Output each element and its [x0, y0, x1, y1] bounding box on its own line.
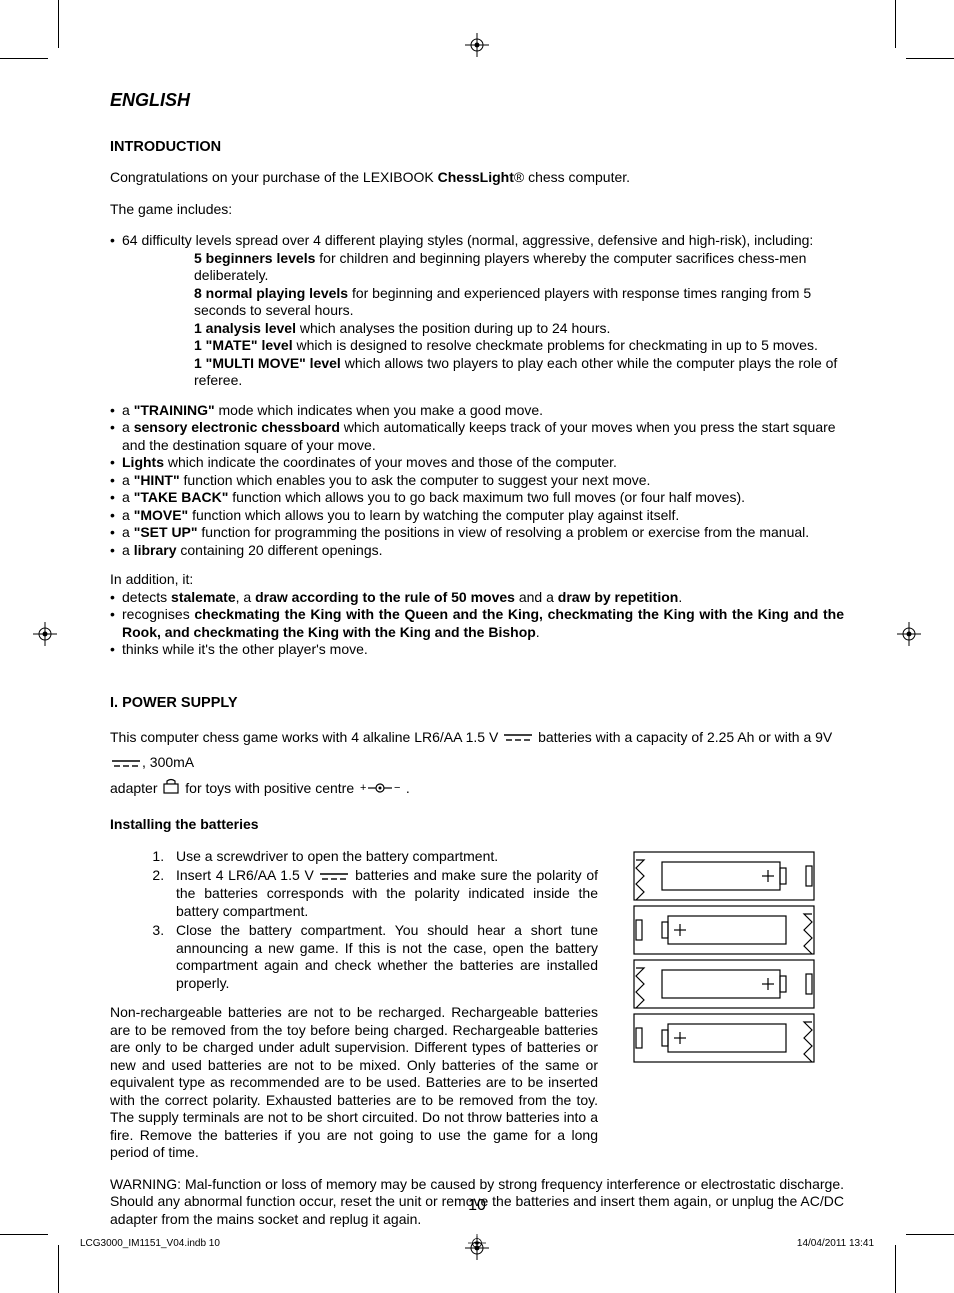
svg-text:−: − [394, 782, 400, 794]
addition-item: recognises checkmating the King with the… [110, 606, 844, 641]
feature-item: a "TAKE BACK" function which allows you … [110, 489, 844, 507]
feature-item: a sensory electronic chessboard which au… [110, 419, 844, 454]
footer-timestamp: 14/04/2011 13:41 [797, 1238, 874, 1249]
introduction-heading: INTRODUCTION [110, 139, 844, 155]
footer-filename: LCG3000_IM1151_V04.indb 10 [80, 1238, 220, 1249]
game-includes-text: The game includes: [110, 201, 844, 219]
in-addition-text: In addition, it: [110, 571, 844, 589]
feature-item: Lights which indicate the coordinates of… [110, 454, 844, 472]
addition-item: thinks while it's the other player's mov… [110, 641, 844, 659]
language-title: ENGLISH [110, 90, 844, 111]
page-number: 10 [0, 1197, 954, 1215]
feature-item: a "TRAINING" mode which indicates when y… [110, 402, 844, 420]
dc-symbol-icon [110, 751, 142, 776]
registration-mark-icon [897, 622, 921, 646]
feature-item: a library containing 20 different openin… [110, 542, 844, 560]
difficulty-levels-item: 64 difficulty levels spread over 4 diffe… [110, 232, 844, 390]
install-step: Close the battery compartment. You shoul… [168, 922, 598, 992]
install-step: Use a screwdriver to open the battery co… [168, 848, 598, 866]
dc-symbol-icon [502, 725, 534, 750]
installing-heading: Installing the batteries [110, 816, 844, 834]
feature-item: a "HINT" function which enables you to a… [110, 472, 844, 490]
registration-mark-icon [465, 33, 489, 57]
power-text: This computer chess game works with 4 al… [110, 725, 844, 803]
power-supply-heading: I. POWER SUPPLY [110, 695, 844, 711]
svg-text:+: + [360, 782, 366, 794]
dc-symbol-icon [318, 868, 350, 886]
polarity-icon: +− [358, 777, 402, 802]
install-step: Insert 4 LR6/AA 1.5 V batteries and make… [168, 867, 598, 920]
congrats-text: Congratulations on your purchase of the … [110, 169, 844, 187]
feature-item: a "SET UP" function for programming the … [110, 524, 844, 542]
feature-item: a "MOVE" function which allows you to le… [110, 507, 844, 525]
registration-mark-icon [468, 1234, 486, 1252]
battery-notice-text: Non-rechargeable batteries are not to be… [110, 1004, 598, 1162]
adapter-icon [161, 777, 181, 802]
registration-mark-icon [33, 622, 57, 646]
addition-item: detects stalemate, a draw according to t… [110, 589, 844, 607]
battery-diagram [624, 848, 824, 1064]
